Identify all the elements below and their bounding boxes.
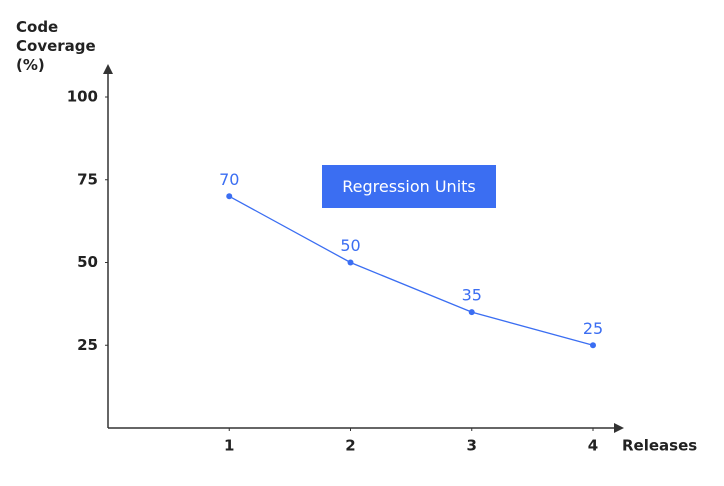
data-point — [590, 342, 596, 349]
data-label: 50 — [340, 236, 360, 255]
y-axis-arrow — [103, 64, 113, 74]
x-tick-label: 1 — [224, 437, 234, 455]
x-tick-label: 3 — [467, 437, 477, 455]
y-tick-label: 100 — [67, 88, 98, 106]
data-point — [468, 309, 475, 316]
data-label: 70 — [219, 170, 239, 189]
x-axis-label: Releases — [622, 437, 697, 455]
data-point — [226, 193, 233, 200]
y-tick-label: 25 — [77, 336, 98, 354]
data-label: 25 — [583, 319, 603, 338]
series-line — [228, 195, 594, 346]
legend: Regression Units — [322, 165, 496, 208]
x-tick-label: 4 — [588, 437, 598, 455]
data-point — [347, 259, 354, 266]
y-tick-label: 75 — [77, 170, 98, 188]
x-tick-label: 2 — [345, 437, 355, 455]
y-axis-label: Code Coverage (%) — [16, 18, 96, 74]
data-label: 35 — [462, 286, 482, 305]
y-tick-label: 50 — [77, 253, 98, 271]
x-axis-arrow — [614, 423, 624, 433]
